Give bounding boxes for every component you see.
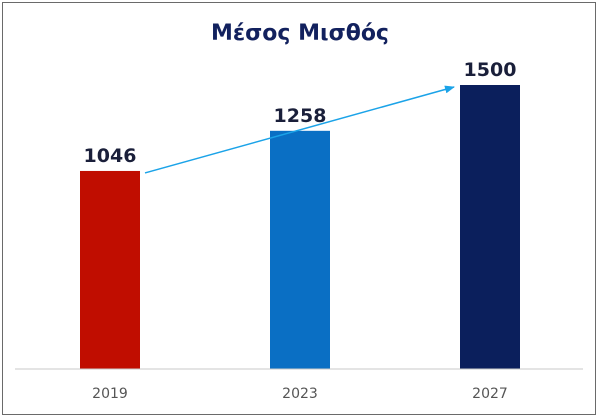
x-tick-label-2027: 2027: [472, 386, 508, 402]
value-label-2023: 1258: [274, 105, 327, 127]
bar-2019: [80, 170, 140, 369]
chart-title: Μέσος Μισθός: [211, 21, 389, 46]
value-label-2027: 1500: [464, 59, 517, 81]
value-labels-group: 1046 1258 1500: [84, 59, 517, 167]
bar-2023: [270, 130, 330, 369]
x-tick-labels-group: 2019 2023 2027: [92, 386, 508, 402]
trend-arrow: [144, 85, 455, 174]
bars-group: [80, 85, 520, 369]
x-tick-label-2019: 2019: [92, 386, 128, 402]
bar-2027: [460, 85, 520, 369]
x-tick-label-2023: 2023: [282, 386, 318, 402]
value-label-2019: 1046: [84, 145, 137, 167]
